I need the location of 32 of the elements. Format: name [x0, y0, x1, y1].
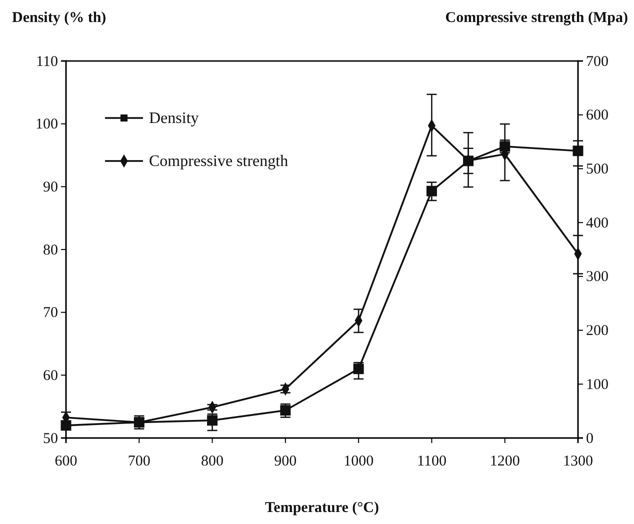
y2-tick-label: 200	[586, 323, 608, 340]
y2-tick-label: 500	[586, 162, 608, 178]
y2-tick-label: 300	[586, 269, 608, 286]
x-tick-label: 600	[54, 454, 78, 470]
x-tick-label: 1000	[344, 454, 374, 470]
y2-tick-label: 400	[586, 215, 608, 232]
point	[353, 364, 364, 374]
x-tick-label: 1300	[563, 454, 593, 470]
y2-tick-label: 100	[586, 376, 608, 393]
y-axis-title: Density (% th)	[12, 10, 106, 26]
y2-tick-label: 700	[586, 54, 608, 70]
y-tick-label: 90	[43, 179, 58, 196]
y2-tick-label: 600	[586, 108, 608, 124]
y-tick-label: 50	[43, 430, 58, 447]
x-tick-label: 1200	[490, 454, 520, 470]
y-tick-label: 70	[43, 305, 58, 322]
y2-axis-title: Compressive strength (Mpa)	[445, 10, 628, 26]
y2-tick-label: 0	[586, 430, 594, 447]
x-tick-label: 1100	[416, 454, 446, 470]
x-tick-label: 900	[274, 454, 297, 470]
point	[426, 186, 437, 196]
y-tick-label: 100	[36, 116, 58, 133]
y-tick-label: 80	[43, 242, 58, 258]
y-tick-label: 60	[43, 368, 58, 384]
x-tick-label: 800	[201, 454, 224, 470]
legend-label: Compressive strength	[149, 153, 288, 170]
point	[207, 415, 218, 426]
point	[572, 146, 584, 156]
x-axis-title: Temperature (°C)	[265, 500, 379, 516]
legend-label: Density	[149, 110, 199, 127]
x-tick-label: 700	[128, 454, 150, 470]
y-tick-label: 110	[36, 54, 58, 70]
